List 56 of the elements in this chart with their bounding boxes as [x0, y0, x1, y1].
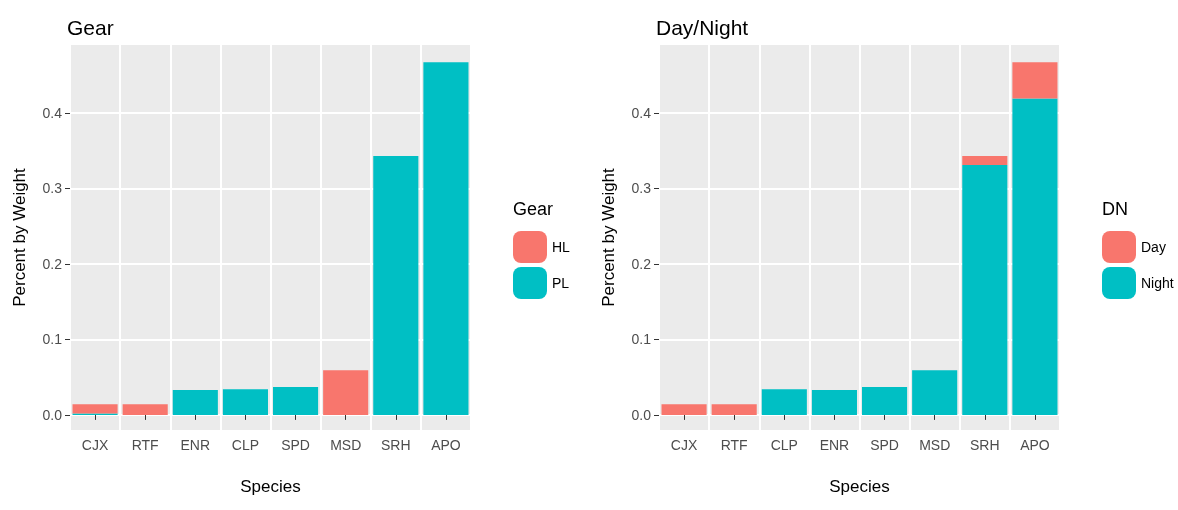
x-tick-label: CLP	[770, 437, 798, 453]
legend-label: Day	[1141, 239, 1166, 255]
bar	[862, 386, 908, 415]
x-tick-label: ENR	[819, 437, 850, 453]
bar	[273, 386, 319, 415]
x-tick-label: ENR	[180, 437, 211, 453]
x-tick-label: APO	[1020, 437, 1050, 453]
bar	[661, 404, 707, 415]
x-tick-label: MSD	[330, 437, 362, 453]
x-axis-title: Species	[240, 477, 301, 496]
y-tick-label: 0.3	[631, 180, 652, 197]
bar	[811, 389, 857, 415]
y-axis-title: Percent by Weight	[10, 167, 29, 307]
bar	[172, 389, 218, 415]
y-tick-label: 0.1	[631, 331, 652, 348]
y-tick-label: 0.4	[42, 104, 63, 121]
x-tick-label: SPD	[281, 437, 310, 453]
legend-title: DN	[1102, 199, 1128, 219]
chart-title: Day/Night	[656, 16, 749, 39]
legend-label: HL	[552, 239, 571, 255]
x-axis-title: Species	[829, 477, 890, 496]
x-tick-label: CJX	[81, 437, 109, 453]
bar	[423, 62, 469, 415]
bar	[122, 404, 168, 415]
y-tick-label: 0.2	[42, 255, 63, 272]
y-tick-label: 0.0	[42, 406, 63, 423]
bar	[711, 404, 757, 415]
bar	[323, 370, 369, 415]
bar	[1012, 62, 1058, 99]
bar	[962, 165, 1008, 415]
x-tick-label: CJX	[670, 437, 698, 453]
y-tick-label: 0.0	[631, 406, 652, 423]
bar	[962, 155, 1008, 166]
x-tick-label: SRH	[970, 437, 1000, 453]
x-tick-label: MSD	[919, 437, 951, 453]
x-tick-label: APO	[431, 437, 461, 453]
y-tick-label: 0.4	[631, 104, 652, 121]
bar	[761, 389, 807, 415]
legend-label: Night	[1141, 275, 1174, 291]
chart-title: Gear	[67, 16, 114, 39]
bar	[1012, 98, 1058, 415]
y-tick-label: 0.1	[42, 331, 63, 348]
x-tick-label: SRH	[381, 437, 411, 453]
legend-title: Gear	[513, 199, 554, 219]
y-tick-label: 0.2	[631, 255, 652, 272]
y-axis-title: Percent by Weight	[599, 167, 618, 307]
x-tick-label: SPD	[870, 437, 899, 453]
bar	[373, 155, 419, 415]
bar	[912, 370, 958, 415]
y-tick-label: 0.3	[42, 180, 63, 197]
bar	[72, 404, 118, 414]
x-tick-label: RTF	[131, 437, 159, 453]
x-tick-label: CLP	[231, 437, 260, 453]
bar	[222, 389, 268, 415]
legend-label: PL	[552, 275, 570, 291]
x-tick-label: RTF	[720, 437, 748, 453]
